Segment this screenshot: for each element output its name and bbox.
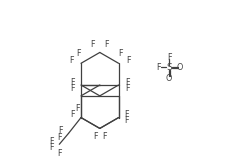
Text: F: F [77, 49, 81, 58]
Text: F: F [71, 110, 75, 119]
Text: F: F [70, 84, 74, 92]
Text: O: O [177, 63, 183, 72]
Text: S: S [166, 63, 172, 72]
Text: F: F [102, 132, 107, 141]
Text: F: F [93, 132, 97, 141]
Text: F: F [58, 126, 63, 135]
Text: F: F [156, 63, 161, 72]
Text: O: O [166, 74, 172, 83]
Text: F: F [69, 56, 74, 65]
Text: F: F [49, 144, 53, 152]
Text: F: F [125, 84, 130, 92]
Text: F: F [126, 56, 130, 65]
Text: F: F [75, 104, 80, 113]
Text: F: F [57, 133, 62, 142]
Text: F: F [167, 53, 171, 62]
Text: F: F [124, 110, 129, 119]
Text: F: F [118, 49, 123, 58]
Text: F: F [91, 40, 95, 49]
Text: F: F [57, 149, 61, 158]
Text: F: F [70, 77, 74, 87]
Text: F: F [124, 116, 129, 125]
Text: F: F [104, 40, 109, 49]
Text: F: F [125, 77, 130, 87]
Text: F: F [49, 137, 53, 146]
